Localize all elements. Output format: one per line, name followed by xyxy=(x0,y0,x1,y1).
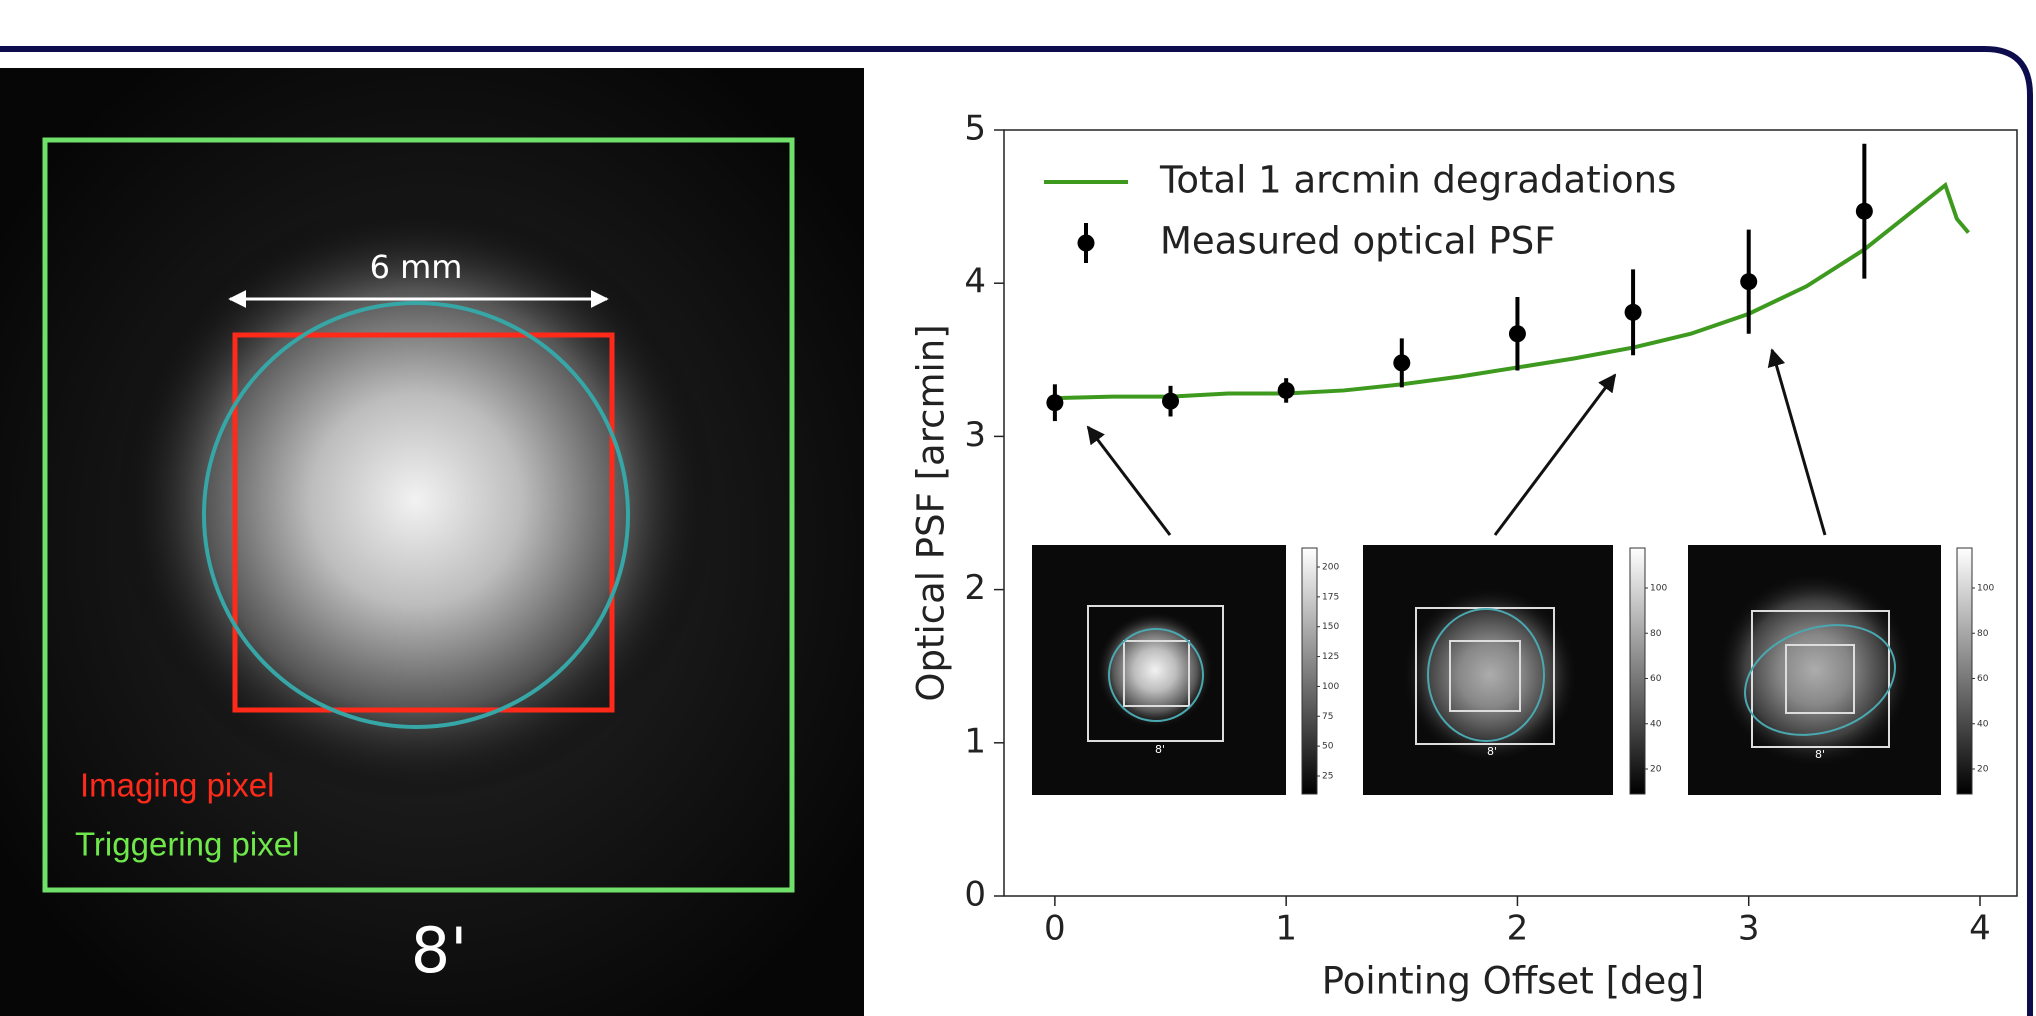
colorbar-tick-label: 75 xyxy=(1322,712,1333,722)
y-tick-label: 0 xyxy=(964,875,986,915)
y-tick-label: 1 xyxy=(964,721,986,761)
colorbar-tick-label: 60 xyxy=(1650,674,1662,684)
y-tick-label: 2 xyxy=(964,568,986,608)
y-tick-label: 3 xyxy=(964,415,986,455)
inset-arrow xyxy=(1495,375,1615,535)
colorbar-tick-label: 100 xyxy=(1650,584,1667,594)
colorbar-tick-label: 80 xyxy=(1977,629,1989,639)
x-tick-label: 4 xyxy=(1969,909,1991,949)
legend-swatch xyxy=(1078,235,1095,252)
field-label: 8' xyxy=(411,914,468,987)
inset-glow xyxy=(1715,570,1915,770)
colorbar-tick-label: 40 xyxy=(1977,719,1989,729)
inset-arrow xyxy=(1772,350,1825,535)
x-tick-label: 0 xyxy=(1044,909,1066,949)
y-axis-label: Optical PSF [arcmin] xyxy=(910,324,953,701)
image-panel: 6 mm Imaging pixel Triggering pixel 8' xyxy=(0,68,864,1016)
colorbar-tick-label: 60 xyxy=(1977,674,1989,684)
colorbar xyxy=(1957,548,1972,794)
data-point xyxy=(1393,354,1410,371)
inset: 8' xyxy=(1688,545,1972,795)
colorbar xyxy=(1302,548,1317,794)
colorbar-tick-label: 50 xyxy=(1322,742,1334,752)
inset: 8' xyxy=(1363,545,1645,795)
data-point xyxy=(1162,393,1179,410)
colorbar-tick-label: 80 xyxy=(1650,629,1662,639)
data-point xyxy=(1856,203,1873,220)
colorbar-tick-label: 100 xyxy=(1322,682,1339,692)
legend-label: Measured optical PSF xyxy=(1160,220,1556,263)
colorbar-tick-label: 125 xyxy=(1322,652,1339,662)
data-point xyxy=(1278,382,1295,399)
colorbar-tick-label: 20 xyxy=(1650,765,1662,775)
colorbar-tick-label: 20 xyxy=(1977,765,1989,775)
colorbar-tick-label: 200 xyxy=(1322,563,1339,573)
colorbar-tick-label: 150 xyxy=(1322,622,1339,632)
x-tick-label: 2 xyxy=(1507,909,1529,949)
colorbar-tick-label: 100 xyxy=(1977,584,1994,594)
triggering-label: Triggering pixel xyxy=(75,826,299,863)
data-point xyxy=(1046,394,1063,411)
y-tick-label: 5 xyxy=(964,109,986,149)
x-tick-label: 3 xyxy=(1738,909,1760,949)
colorbar xyxy=(1630,548,1645,794)
x-axis-label: Pointing Offset [deg] xyxy=(1322,960,1704,1003)
y-tick-label: 4 xyxy=(964,262,986,302)
x-tick-label: 1 xyxy=(1275,909,1297,949)
colorbar-tick-label: 25 xyxy=(1322,772,1333,782)
data-point xyxy=(1509,325,1526,342)
colorbar-tick-label: 175 xyxy=(1322,592,1339,602)
data-point xyxy=(1625,304,1642,321)
data-point xyxy=(1740,273,1757,290)
inset-glow xyxy=(1095,610,1215,730)
series-line xyxy=(1055,185,1969,398)
legend-label: Total 1 arcmin degradations xyxy=(1159,159,1676,202)
inset: 8' xyxy=(1032,545,1317,795)
imaging-label: Imaging pixel xyxy=(80,767,274,804)
inset-field-label: 8' xyxy=(1815,748,1825,761)
inset-field-label: 8' xyxy=(1487,745,1497,758)
page: 6 mm Imaging pixel Triggering pixel 8' 8… xyxy=(0,0,2036,1016)
scale-label: 6 mm xyxy=(370,248,463,286)
colorbar-tick-label: 40 xyxy=(1650,719,1662,729)
inset-arrow xyxy=(1088,427,1170,535)
inset-field-label: 8' xyxy=(1155,743,1165,756)
